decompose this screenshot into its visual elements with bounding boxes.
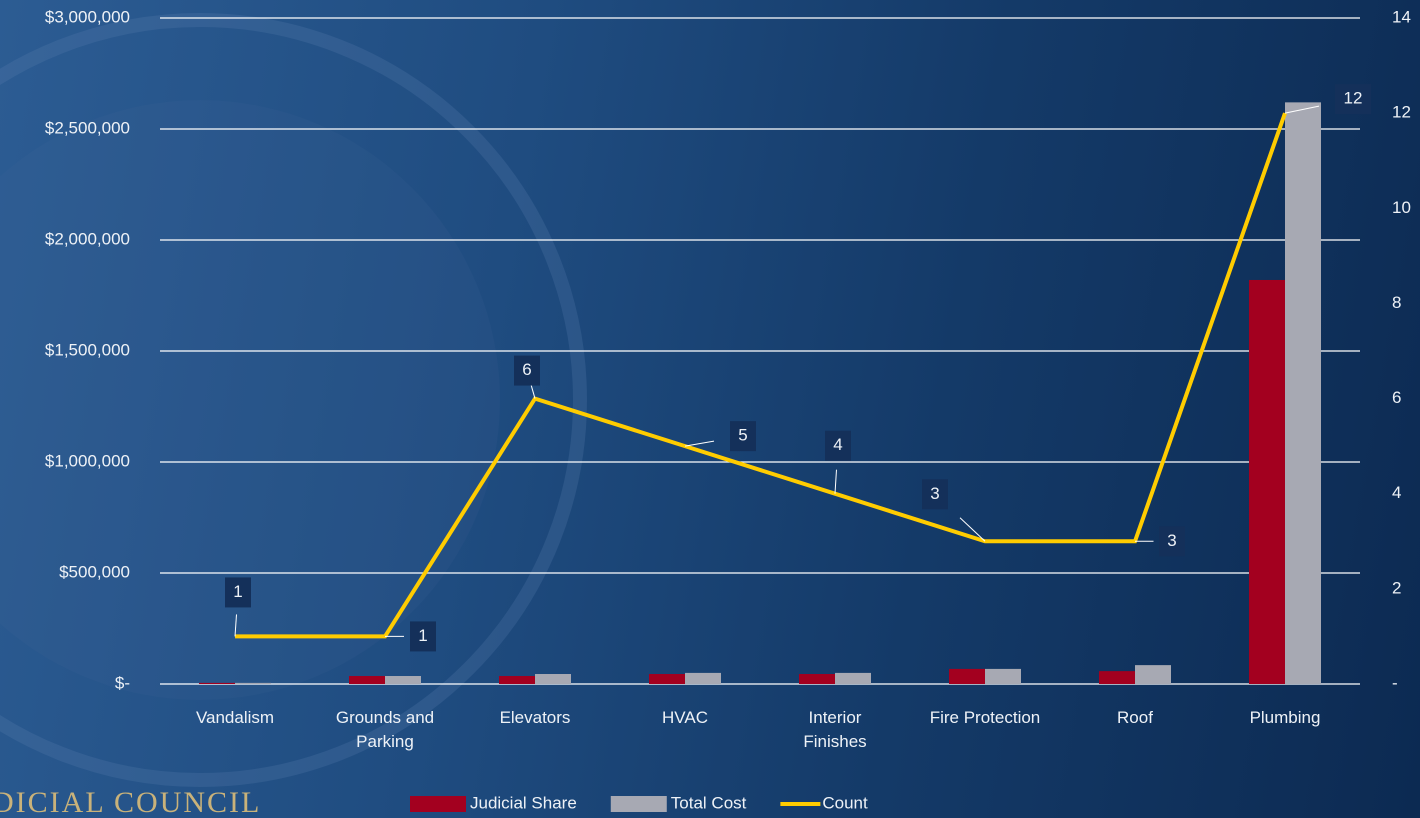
y2-tick-label: 6: [1392, 388, 1401, 407]
data-label-box: [730, 421, 756, 452]
data-label: 6: [522, 360, 531, 379]
label-leader: [834, 469, 837, 494]
x-tick-label: Fire Protection: [929, 708, 1041, 727]
label-leader: [234, 614, 237, 637]
y2-tick-label: 12: [1392, 103, 1411, 122]
y2-tick-label: 4: [1392, 483, 1401, 502]
y-tick-label: $2,000,000: [45, 229, 130, 248]
bar: [1099, 671, 1135, 684]
bar: [835, 672, 871, 684]
x-tick-label: Interior Finishes: [803, 708, 867, 751]
y-tick-label: $2,500,000: [45, 118, 130, 137]
bar: [1285, 102, 1321, 685]
data-label: 5: [738, 426, 747, 445]
data-label-box: [825, 430, 851, 461]
y2-tick-label: 2: [1392, 578, 1401, 597]
data-label: 1: [233, 582, 242, 601]
bar: [349, 676, 385, 684]
bar: [385, 676, 421, 684]
bar: [799, 674, 835, 684]
y2-tick-label: -: [1392, 673, 1398, 692]
x-tick-label: HVAC: [662, 708, 708, 727]
bar: [1249, 279, 1285, 684]
y-tick-label: $-: [115, 673, 130, 692]
label-leader: [1284, 105, 1320, 114]
label-leader: [530, 384, 536, 399]
seal-watermark: [0, 13, 587, 787]
y-tick-label: $1,000,000: [45, 451, 130, 470]
bar: [199, 682, 235, 684]
bar: [1135, 665, 1171, 684]
x-tick-label: Elevators: [499, 708, 571, 727]
count-line: [235, 112, 1287, 639]
y-tick-label: $3,000,000: [45, 7, 130, 26]
data-label: 4: [833, 435, 842, 454]
y2-tick-label: 14: [1392, 7, 1411, 26]
label-leader: [959, 517, 986, 542]
x-tick-label: Vandalism: [195, 708, 275, 727]
legend-swatch: [610, 796, 667, 812]
data-label: 3: [930, 484, 939, 503]
legend-label: Count: [822, 793, 868, 812]
legend-swatch: [410, 796, 466, 812]
label-leader: [684, 440, 715, 447]
data-label-box: [922, 479, 948, 510]
data-label-box: [1335, 84, 1371, 115]
y2-tick-label: 8: [1392, 293, 1401, 312]
bar: [499, 676, 535, 684]
bar: [649, 674, 685, 684]
legend-label: Total Cost: [671, 793, 747, 812]
bar: [235, 682, 271, 684]
data-label-box: [1159, 526, 1185, 557]
data-label: 1: [418, 626, 427, 645]
y-tick-label: $1,500,000: [45, 340, 130, 359]
bar: [685, 672, 721, 684]
legend-label: Judicial Share: [470, 793, 577, 812]
data-label: 12: [1344, 89, 1363, 108]
data-label: 3: [1167, 531, 1176, 550]
bar: [949, 668, 985, 684]
y2-tick-label: 10: [1392, 198, 1411, 217]
data-label-box: [225, 577, 251, 608]
data-label-box: [514, 355, 540, 386]
x-tick-label: Grounds and Parking: [335, 708, 435, 751]
watermark-text: DICIAL COUNCIL: [0, 786, 261, 818]
bar: [985, 668, 1021, 684]
y-tick-label: $500,000: [59, 562, 130, 581]
x-tick-label: Plumbing: [1249, 708, 1321, 727]
x-tick-label: Roof: [1117, 708, 1153, 727]
data-label-box: [410, 621, 436, 652]
seal-watermark-inner: [0, 100, 500, 700]
bar: [535, 674, 571, 684]
